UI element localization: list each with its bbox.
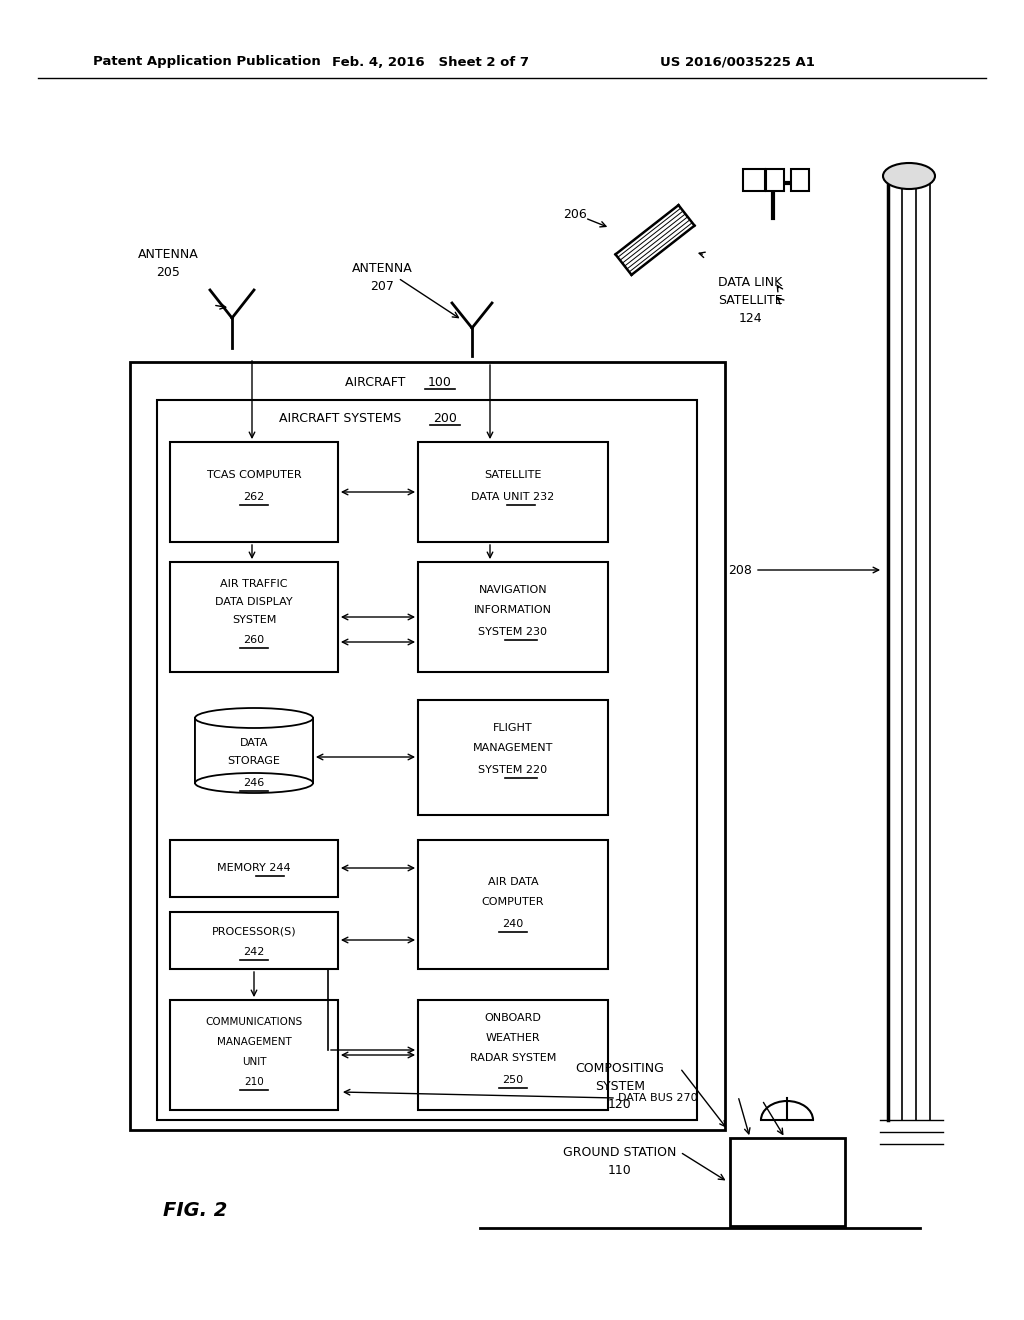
Bar — [791, 169, 809, 191]
Text: 260: 260 — [244, 635, 264, 645]
Text: US 2016/0035225 A1: US 2016/0035225 A1 — [660, 55, 815, 69]
Text: FIG. 2: FIG. 2 — [163, 1200, 227, 1220]
Text: COMPUTER: COMPUTER — [481, 898, 544, 907]
Text: STORAGE: STORAGE — [227, 755, 281, 766]
Text: AIRCRAFT SYSTEMS: AIRCRAFT SYSTEMS — [279, 412, 406, 425]
Text: 246: 246 — [244, 777, 264, 788]
Text: DATA DISPLAY: DATA DISPLAY — [215, 597, 293, 607]
Text: SYSTEM 230: SYSTEM 230 — [478, 627, 548, 638]
Text: SYSTEM: SYSTEM — [231, 615, 276, 624]
Bar — [130, 362, 725, 1130]
Bar — [195, 718, 313, 783]
Text: 240: 240 — [503, 919, 523, 929]
Text: RADAR SYSTEM: RADAR SYSTEM — [470, 1053, 556, 1063]
Text: 210: 210 — [244, 1077, 264, 1086]
Bar — [730, 1138, 845, 1226]
Bar — [418, 1001, 608, 1110]
Text: NAVIGATION: NAVIGATION — [478, 585, 547, 595]
Text: FLIGHT: FLIGHT — [494, 723, 532, 733]
Text: ANTENNA: ANTENNA — [137, 248, 199, 261]
Text: AIR DATA: AIR DATA — [487, 876, 539, 887]
Text: MEMORY 244: MEMORY 244 — [217, 863, 291, 873]
Text: PROCESSOR(S): PROCESSOR(S) — [212, 927, 296, 937]
Text: 262: 262 — [244, 492, 264, 502]
Bar — [766, 169, 784, 191]
Text: 242: 242 — [244, 946, 264, 957]
Bar — [743, 169, 765, 191]
Text: 250: 250 — [503, 1074, 523, 1085]
Text: 120: 120 — [608, 1097, 632, 1110]
Text: ANTENNA: ANTENNA — [351, 261, 413, 275]
Text: SATELLITE: SATELLITE — [718, 293, 782, 306]
Text: SATELLITE: SATELLITE — [484, 470, 542, 480]
Bar — [170, 442, 338, 543]
Bar — [170, 840, 338, 898]
Ellipse shape — [195, 708, 313, 729]
Text: ONBOARD: ONBOARD — [484, 1012, 542, 1023]
Text: DATA UNIT 232: DATA UNIT 232 — [471, 492, 555, 502]
Text: 208: 208 — [728, 564, 752, 577]
Text: DATA BUS 270: DATA BUS 270 — [618, 1093, 697, 1104]
Text: MANAGEMENT: MANAGEMENT — [217, 1038, 292, 1047]
Text: WEATHER: WEATHER — [485, 1034, 541, 1043]
Ellipse shape — [883, 162, 935, 189]
Bar — [418, 442, 608, 543]
Text: DATA: DATA — [240, 738, 268, 747]
Text: Patent Application Publication: Patent Application Publication — [93, 55, 321, 69]
Text: UNIT: UNIT — [242, 1057, 266, 1067]
Text: AIRCRAFT: AIRCRAFT — [345, 375, 410, 388]
Text: 124: 124 — [738, 312, 762, 325]
Text: COMMUNICATIONS: COMMUNICATIONS — [206, 1016, 303, 1027]
Text: COMPOSITING: COMPOSITING — [575, 1061, 665, 1074]
Text: 207: 207 — [370, 280, 394, 293]
Text: TCAS COMPUTER: TCAS COMPUTER — [207, 470, 301, 480]
Ellipse shape — [195, 774, 313, 793]
Text: SYSTEM 220: SYSTEM 220 — [478, 766, 548, 775]
Bar — [195, 718, 313, 783]
Text: MANAGEMENT: MANAGEMENT — [473, 743, 553, 752]
Text: 200: 200 — [433, 412, 457, 425]
Bar — [170, 1001, 338, 1110]
Bar — [418, 840, 608, 969]
Text: SYSTEM: SYSTEM — [595, 1080, 645, 1093]
Bar — [170, 562, 338, 672]
Bar — [418, 700, 608, 814]
Bar — [418, 562, 608, 672]
Text: 100: 100 — [428, 375, 452, 388]
Text: GROUND STATION: GROUND STATION — [563, 1146, 677, 1159]
Text: 205: 205 — [156, 267, 180, 280]
Text: 206: 206 — [563, 209, 587, 222]
Text: DATA LINK: DATA LINK — [718, 276, 782, 289]
Text: Feb. 4, 2016   Sheet 2 of 7: Feb. 4, 2016 Sheet 2 of 7 — [332, 55, 528, 69]
Text: INFORMATION: INFORMATION — [474, 605, 552, 615]
Bar — [170, 912, 338, 969]
Text: 110: 110 — [608, 1163, 632, 1176]
Text: AIR TRAFFIC: AIR TRAFFIC — [220, 579, 288, 589]
Bar — [157, 400, 697, 1119]
